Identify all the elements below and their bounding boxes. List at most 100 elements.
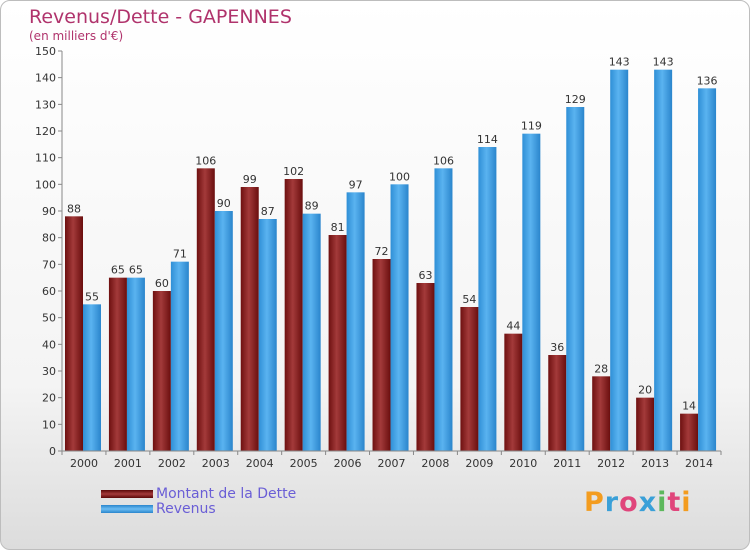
bar-revenus (566, 107, 585, 451)
data-label-revenus: 65 (129, 264, 143, 277)
y-tick-label: 20 (42, 392, 56, 405)
bar-dette (152, 291, 171, 451)
y-tick-label: 150 (35, 45, 56, 58)
y-tick-label: 60 (42, 285, 56, 298)
logo-letter: t (667, 487, 682, 518)
x-tick-label: 2000 (70, 457, 98, 470)
bar-dette (284, 179, 303, 451)
data-label-dette: 63 (418, 269, 432, 282)
bar-dette (372, 259, 391, 451)
logo-letter: i (657, 487, 668, 518)
x-tick-label: 2006 (334, 457, 362, 470)
data-label-dette: 102 (283, 165, 304, 178)
x-tick-label: 2002 (158, 457, 186, 470)
data-label-revenus: 114 (477, 133, 498, 146)
bar-revenus (170, 261, 189, 451)
data-label-dette: 36 (550, 341, 564, 354)
x-tick-label: 2005 (290, 457, 318, 470)
data-label-revenus: 87 (261, 205, 275, 218)
legend-swatch-revenus (101, 505, 153, 513)
data-label-dette: 44 (506, 320, 520, 333)
y-tick-label: 70 (42, 258, 56, 271)
x-tick-label: 2003 (202, 457, 230, 470)
x-tick-label: 2004 (246, 457, 274, 470)
bar-revenus (610, 69, 629, 452)
legend-label-revenus: Revenus (156, 501, 216, 517)
data-label-dette: 20 (638, 384, 652, 397)
y-tick-label: 30 (42, 365, 56, 378)
bar-revenus (390, 184, 409, 452)
y-tick-label: 120 (35, 125, 56, 138)
data-label-dette: 14 (682, 400, 696, 413)
data-label-revenus: 100 (389, 170, 410, 183)
bar-dette (196, 168, 215, 452)
bar-revenus (434, 168, 453, 452)
y-tick-label: 80 (42, 232, 56, 245)
logo-letter: x (638, 487, 658, 518)
bar-revenus (698, 88, 717, 451)
y-tick-label: 130 (35, 98, 56, 111)
data-label-revenus: 89 (305, 200, 319, 213)
data-label-revenus: 71 (173, 248, 187, 261)
data-label-revenus: 97 (349, 178, 363, 191)
legend-label-dette: Montant de la Dette (156, 486, 297, 502)
data-label-revenus: 143 (609, 56, 630, 69)
y-tick-label: 140 (35, 72, 56, 85)
bar-revenus (522, 133, 541, 451)
chart-subtitle: (en milliers d'€) (29, 29, 124, 43)
y-tick-label: 110 (35, 152, 56, 165)
data-label-revenus: 90 (217, 197, 231, 210)
data-label-dette: 65 (111, 264, 125, 277)
logo-letter: r (604, 487, 620, 518)
x-tick-label: 2010 (509, 457, 537, 470)
x-tick-label: 2001 (114, 457, 142, 470)
x-tick-label: 2012 (597, 457, 625, 470)
data-label-dette: 81 (331, 221, 345, 234)
y-tick-label: 40 (42, 338, 56, 351)
y-tick-label: 100 (35, 178, 56, 191)
data-label-dette: 54 (462, 293, 476, 306)
data-label-revenus: 129 (565, 93, 586, 106)
logo-letter: P (584, 487, 605, 518)
bar-dette (416, 283, 435, 451)
y-tick-label: 90 (42, 205, 56, 218)
bar-dette (592, 376, 611, 451)
logo-letter: i (681, 487, 692, 518)
bar-revenus (346, 192, 365, 452)
legend-swatch-dette (101, 490, 153, 498)
x-tick-label: 2013 (641, 457, 669, 470)
bar-dette (240, 187, 259, 451)
data-label-revenus: 143 (653, 56, 674, 69)
bar-revenus (302, 213, 321, 451)
bar-dette (108, 277, 127, 451)
logo-letter: o (619, 487, 639, 518)
bar-revenus (214, 211, 233, 451)
bar-dette (65, 216, 83, 451)
bar-revenus (83, 304, 101, 451)
y-tick-label: 0 (49, 445, 56, 458)
bar-dette (460, 307, 479, 451)
x-tick-label: 2009 (465, 457, 493, 470)
x-tick-label: 2014 (685, 457, 713, 470)
x-tick-label: 2011 (553, 457, 581, 470)
bar-revenus (478, 147, 497, 451)
x-tick-label: 2007 (378, 457, 406, 470)
data-label-dette: 28 (594, 362, 608, 375)
data-label-dette: 99 (243, 173, 257, 186)
bar-dette (548, 355, 567, 451)
bar-dette (328, 235, 347, 451)
proxiti-logo: Proxiti (584, 487, 692, 518)
y-tick-label: 10 (42, 418, 56, 431)
bar-dette (504, 333, 523, 451)
chart-title: Revenus/Dette - GAPENNES (29, 6, 292, 28)
data-label-dette: 88 (67, 202, 81, 215)
y-tick-label: 50 (42, 312, 56, 325)
data-label-revenus: 119 (521, 120, 542, 133)
bar-dette (636, 397, 655, 451)
data-label-revenus: 136 (697, 74, 718, 87)
bar-revenus (126, 277, 145, 451)
data-label-dette: 106 (195, 154, 216, 167)
data-label-revenus: 106 (433, 154, 454, 167)
